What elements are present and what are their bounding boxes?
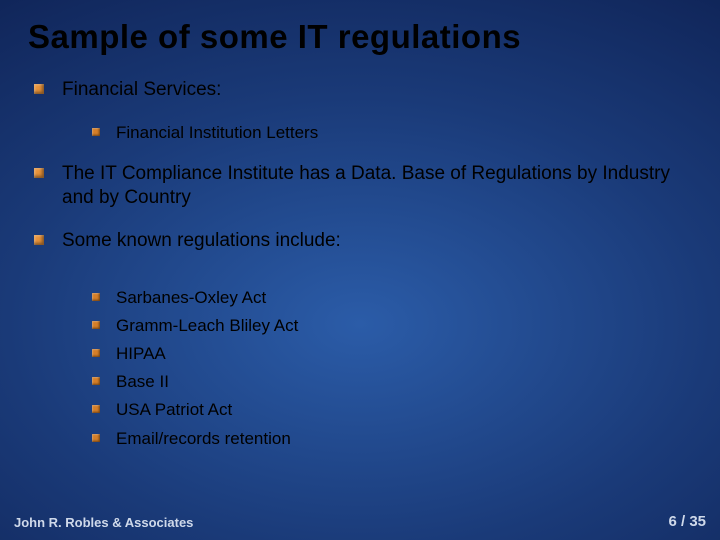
bullet-text: Gramm-Leach Bliley Act (116, 315, 692, 337)
bullet-lvl1: Financial Services: (62, 78, 692, 102)
bullet-text: HIPAA (116, 343, 692, 365)
square-bullet-icon (34, 168, 44, 178)
bullet-lvl2: Financial Institution Letters (116, 122, 692, 144)
bullet-text: Some known regulations include: (62, 229, 692, 253)
slide: Sample of some IT regulations Financial … (0, 0, 720, 540)
square-bullet-icon (92, 405, 100, 413)
square-bullet-icon (92, 349, 100, 357)
bullet-lvl1: The IT Compliance Institute has a Data. … (62, 162, 692, 210)
bullet-lvl1: Some known regulations include: (62, 229, 692, 253)
sublist: Financial Institution Letters (28, 122, 692, 144)
square-bullet-icon (92, 128, 100, 136)
bullet-text: Financial Services: (62, 78, 692, 102)
sublist: Sarbanes-Oxley Act Gramm-Leach Bliley Ac… (28, 287, 692, 450)
bullet-text: Financial Institution Letters (116, 122, 692, 144)
slide-title: Sample of some IT regulations (28, 18, 692, 56)
square-bullet-icon (92, 377, 100, 385)
bullet-text: Base II (116, 371, 692, 393)
square-bullet-icon (34, 235, 44, 245)
square-bullet-icon (92, 293, 100, 301)
bullet-text: Email/records retention (116, 428, 692, 450)
page-total: 35 (689, 513, 706, 530)
bullet-text: USA Patriot Act (116, 399, 692, 421)
page-number: 6 / 35 (668, 513, 706, 530)
bullet-lvl2: Base II (116, 371, 692, 393)
bullet-lvl2: USA Patriot Act (116, 399, 692, 421)
square-bullet-icon (92, 321, 100, 329)
bullet-lvl2: HIPAA (116, 343, 692, 365)
bullet-lvl2: Gramm-Leach Bliley Act (116, 315, 692, 337)
footer-author: John R. Robles & Associates (14, 515, 193, 530)
bullet-lvl2: Sarbanes-Oxley Act (116, 287, 692, 309)
page-sep: / (677, 513, 690, 530)
slide-footer: John R. Robles & Associates 6 / 35 (14, 513, 706, 530)
square-bullet-icon (34, 84, 44, 94)
square-bullet-icon (92, 434, 100, 442)
bullet-text: The IT Compliance Institute has a Data. … (62, 162, 692, 210)
page-current: 6 (668, 513, 676, 530)
bullet-lvl2: Email/records retention (116, 428, 692, 450)
bullet-text: Sarbanes-Oxley Act (116, 287, 692, 309)
